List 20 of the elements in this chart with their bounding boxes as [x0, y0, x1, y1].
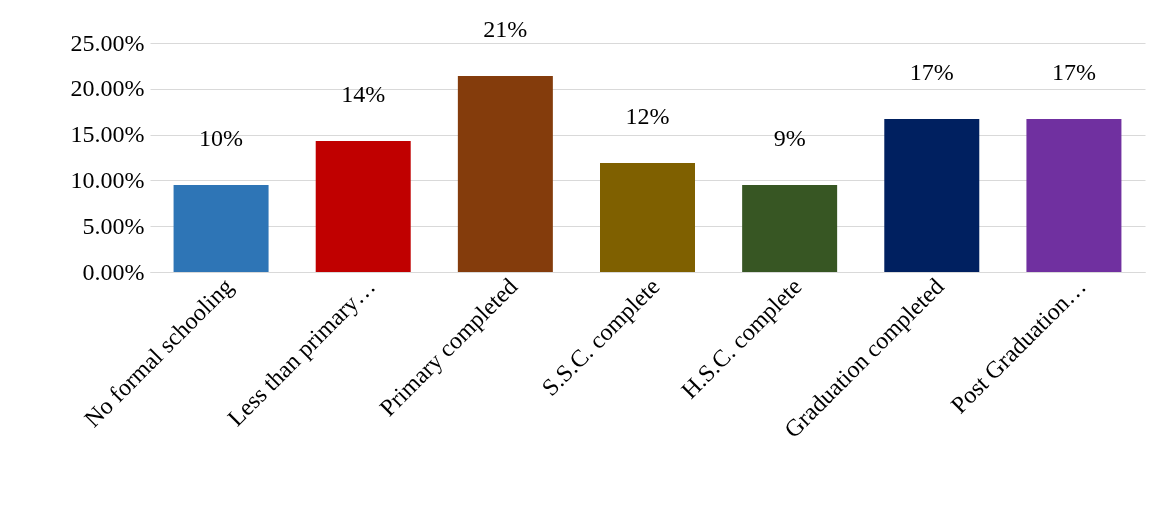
- data-label: 9%: [773, 124, 806, 151]
- y-tick-label: 25.00%: [70, 29, 145, 56]
- data-label: 17%: [909, 59, 954, 86]
- bar: [1026, 119, 1122, 272]
- bar: [315, 141, 411, 272]
- data-label: 10%: [199, 124, 244, 151]
- data-label: 14%: [341, 81, 386, 108]
- y-tick-label: 10.00%: [70, 166, 145, 193]
- bar: [457, 75, 553, 272]
- y-tick-label: 20.00%: [70, 75, 145, 102]
- y-tick-label: 0.00%: [82, 258, 145, 285]
- bar: [884, 119, 980, 272]
- data-label: 12%: [625, 103, 670, 129]
- y-tick-label: 5.00%: [82, 212, 145, 239]
- bar: [600, 163, 695, 272]
- bar: [742, 184, 838, 272]
- data-label: 21%: [483, 15, 528, 42]
- y-tick-label: 15.00%: [70, 121, 145, 148]
- data-label: 17%: [1051, 59, 1096, 86]
- bar: [173, 184, 269, 272]
